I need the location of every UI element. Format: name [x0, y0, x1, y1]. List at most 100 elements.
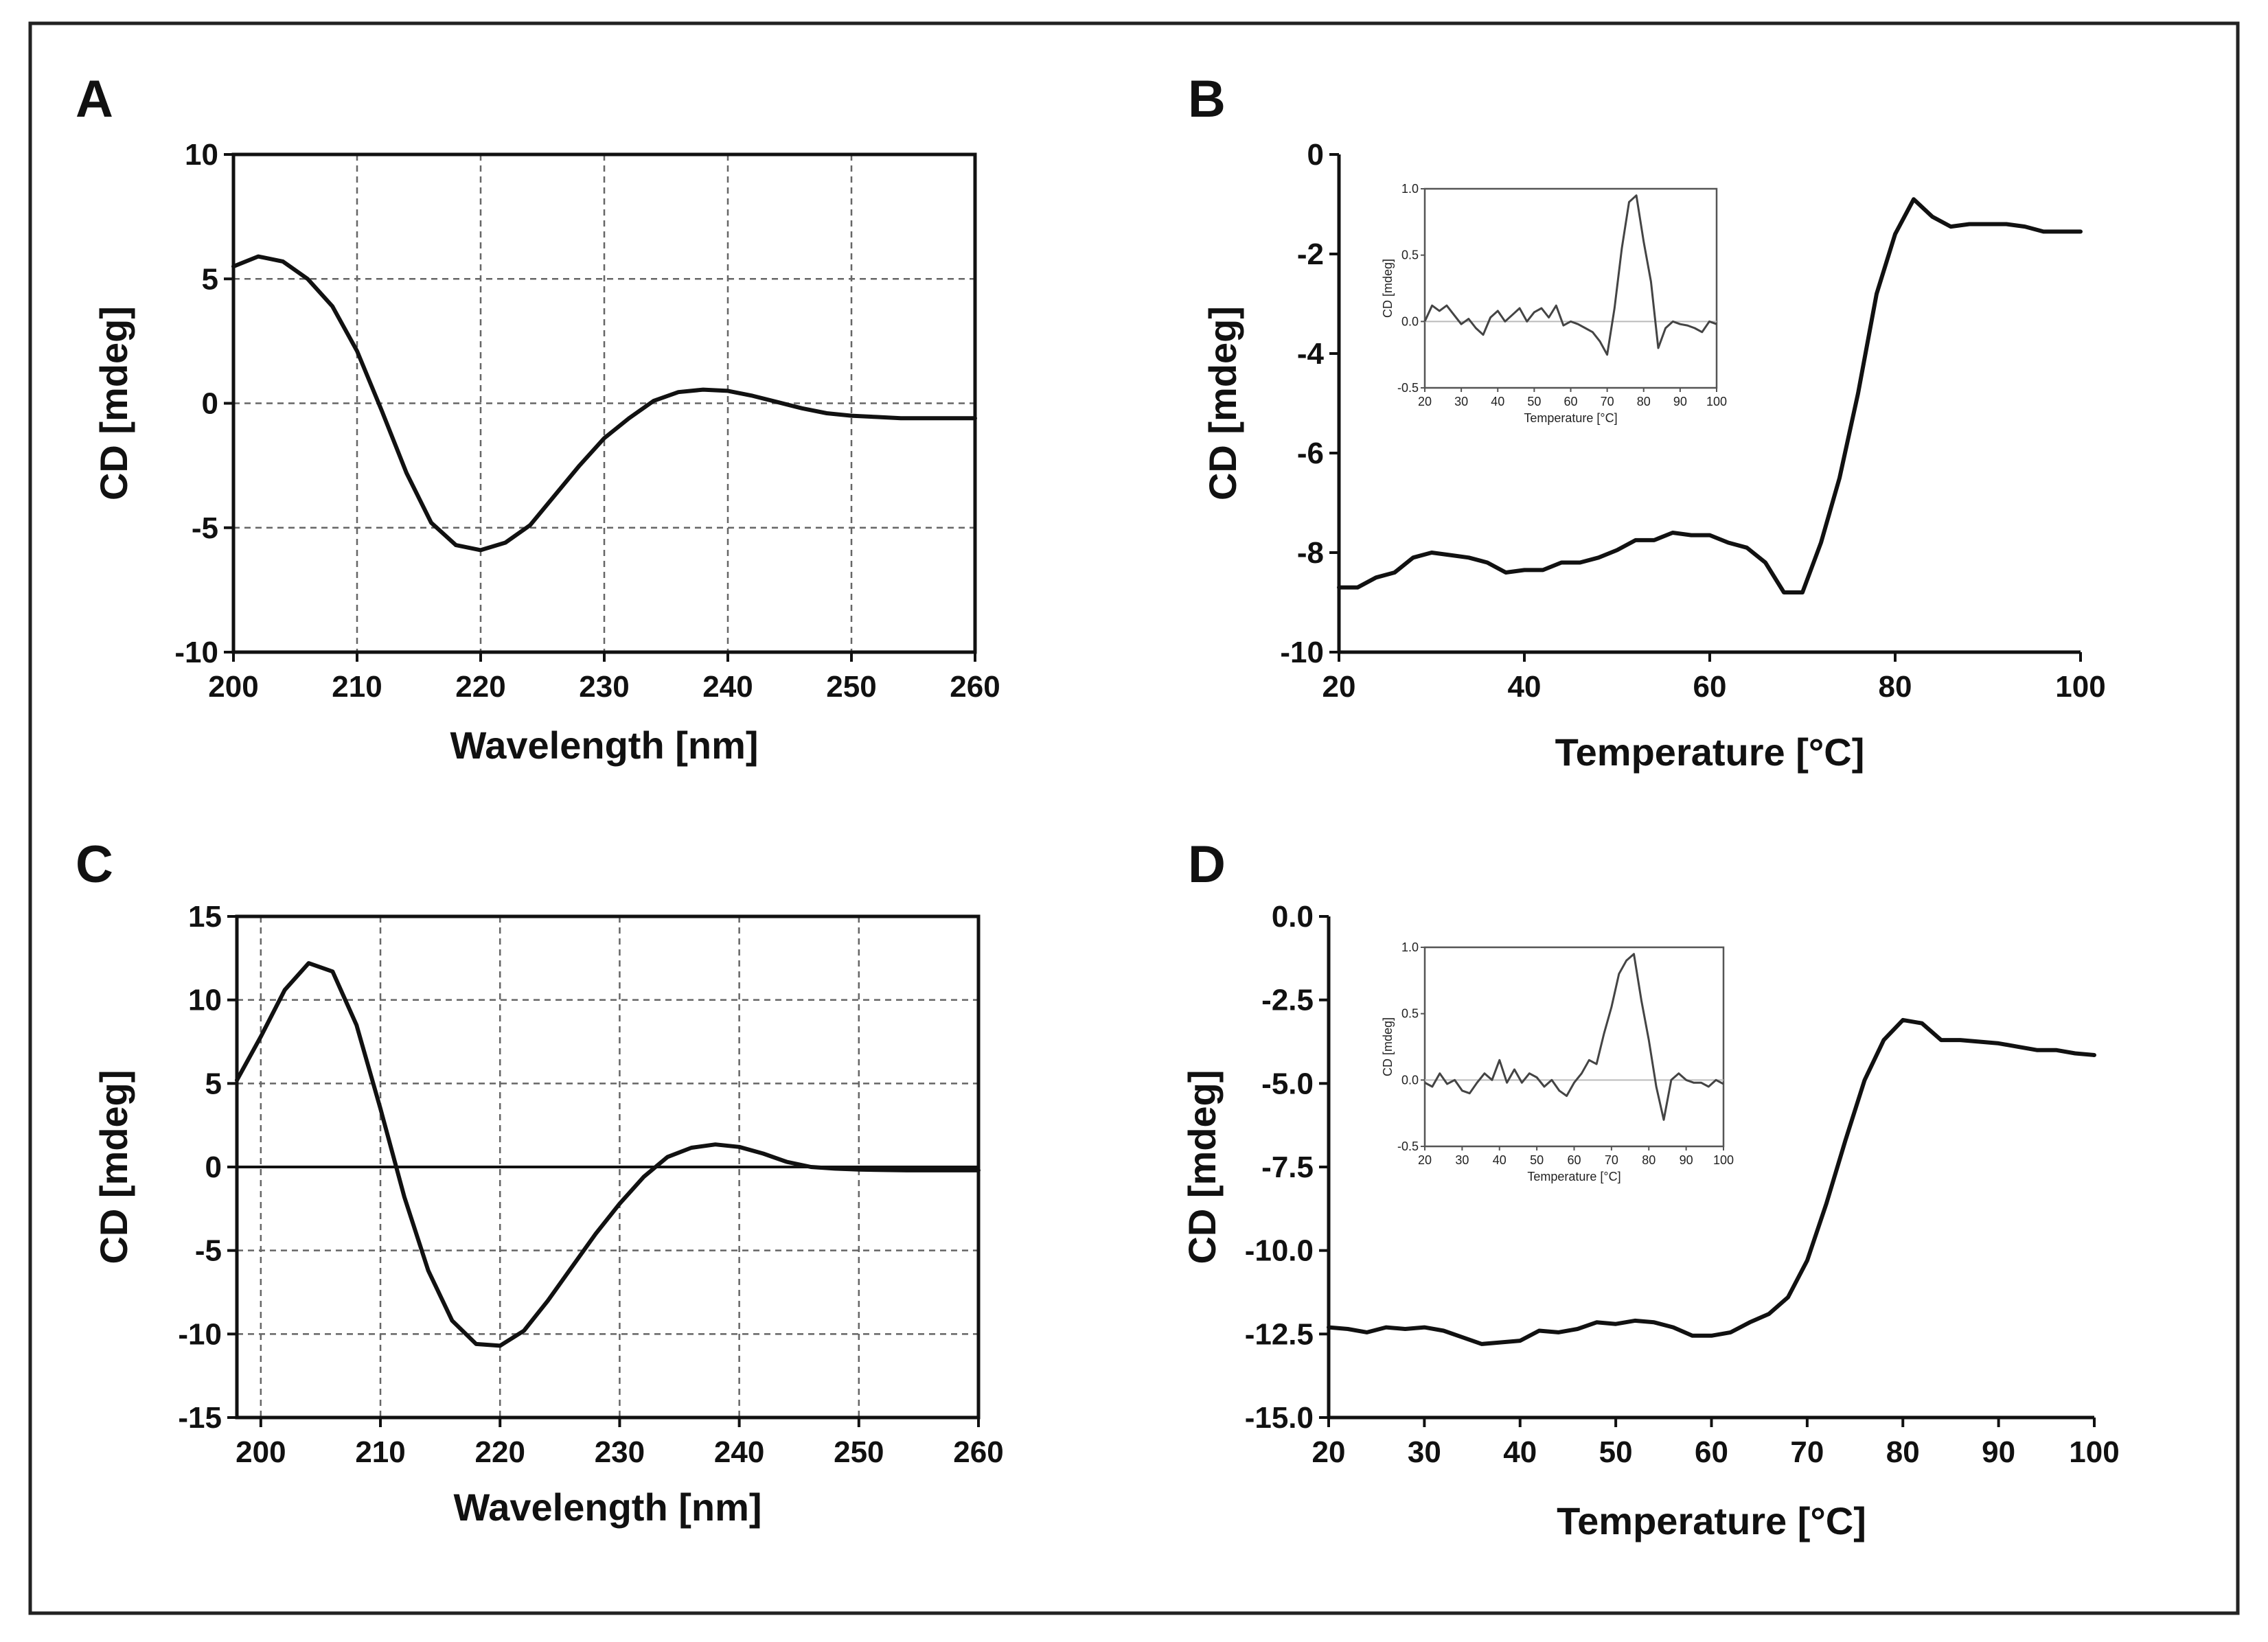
- panel-a-xtick-label-3: 230: [579, 670, 629, 704]
- panel-d-xtick-label-2: 40: [1503, 1435, 1537, 1469]
- panel-a-xtick-label-0: 200: [208, 670, 258, 704]
- panel-d-inset-xtick-label-6: 80: [1642, 1153, 1656, 1167]
- panel-b-y-axis-title: CD [mdeg]: [1201, 306, 1244, 500]
- panel-b-ytick-label-2: -6: [1297, 437, 1324, 470]
- panel-d-xtick-label-8: 100: [2069, 1435, 2119, 1469]
- panel-a-x-axis-title: Wavelength [nm]: [450, 724, 758, 767]
- panel-c-ytick-label-3: 0: [205, 1150, 222, 1184]
- panel-a-ytick-label-3: 5: [202, 262, 218, 296]
- panel-d-inset-series-line: [1424, 953, 1724, 1121]
- panel-b-inset-xtick-label-2: 40: [1491, 395, 1504, 408]
- panel-b-inset-xtick-label-3: 50: [1527, 395, 1541, 408]
- panel-d-xtick-label-1: 30: [1408, 1435, 1441, 1469]
- panel-d-inset-xtick-label-7: 90: [1680, 1153, 1693, 1167]
- panel-letter-d: D: [1188, 835, 1226, 894]
- panel-b-ytick-label-3: -4: [1297, 337, 1325, 371]
- panel-b-inset-xtick-label-5: 70: [1601, 395, 1614, 408]
- panel-d-ytick-label-1: -12.5: [1245, 1317, 1314, 1351]
- panel-d-inset-ytick-label-2: 0.5: [1401, 1007, 1419, 1021]
- panel-c-ytick-label-4: 5: [205, 1067, 222, 1100]
- panel-c-xtick-label-3: 230: [595, 1435, 645, 1469]
- panel-a-ytick-label-2: 0: [202, 387, 218, 421]
- panel-b-inset-xtick-label-1: 30: [1454, 395, 1468, 408]
- panel-c-xtick-label-1: 210: [355, 1435, 405, 1469]
- panel-b-inset-ytick-label-0: -0.5: [1397, 381, 1419, 395]
- panel-a-xtick-label-2: 220: [455, 670, 505, 704]
- panel-b-inset-ytick-label-1: 0.0: [1401, 314, 1419, 328]
- panel-a-xtick-label-1: 210: [332, 670, 382, 704]
- panel-d-inset-xtick-label-1: 30: [1455, 1153, 1469, 1167]
- panel-d-x-axis-title: Temperature [°C]: [1557, 1499, 1866, 1542]
- panel-d-ytick-label-6: 0.0: [1272, 900, 1314, 934]
- panel-c-ytick-label-5: 10: [188, 984, 222, 1017]
- panel-c-ytick-label-0: -15: [178, 1401, 222, 1435]
- panel-a-y-axis-title: CD [mdeg]: [92, 306, 135, 500]
- panel-a-xtick-label-6: 260: [950, 670, 1000, 704]
- panel-d-y-axis-title: CD [mdeg]: [1180, 1069, 1224, 1264]
- panel-d-inset-ytick-label-3: 1.0: [1401, 940, 1419, 954]
- panel-b-ytick-label-4: -2: [1297, 238, 1324, 271]
- panel-a-xtick-label-5: 250: [826, 670, 876, 704]
- panel-b-series-line: [1337, 197, 2083, 594]
- panel-c-series-line: [235, 961, 981, 1348]
- panel-b-xtick-label-2: 60: [1693, 670, 1727, 704]
- panel-b-xtick-label-4: 100: [2055, 670, 2105, 704]
- panel-c-xtick-label-6: 260: [953, 1435, 1003, 1469]
- panel-d-inset-ytick-label-0: -0.5: [1397, 1140, 1419, 1153]
- panel-d-ytick-label-2: -10.0: [1245, 1234, 1314, 1268]
- panel-b-xtick-label-0: 20: [1322, 670, 1356, 704]
- panel-d-xtick-label-4: 60: [1695, 1435, 1728, 1469]
- panel-c-ytick-label-2: -5: [195, 1234, 222, 1268]
- panel-letter-b: B: [1188, 70, 1226, 128]
- panel-d-inset-xtick-label-5: 70: [1605, 1153, 1618, 1167]
- panel-d-inset-x-axis-title: Temperature [°C]: [1527, 1170, 1620, 1183]
- panel-d-xtick-label-0: 20: [1312, 1435, 1346, 1469]
- grid-layer: [233, 154, 978, 1418]
- panel-b-inset-x-axis-title: Temperature [°C]: [1524, 411, 1617, 425]
- panel-b-x-axis-title: Temperature [°C]: [1555, 730, 1865, 774]
- panel-c-xtick-label-0: 200: [236, 1435, 286, 1469]
- panel-b-inset-ytick-label-3: 1.0: [1401, 182, 1419, 196]
- panel-b-inset-series-line: [1423, 194, 1717, 356]
- panel-b-ytick-label-1: -8: [1297, 536, 1324, 570]
- panel-a-ytick-label-0: -10: [174, 636, 218, 669]
- figure-border: [28, 21, 2240, 1615]
- panel-b-inset-xtick-label-0: 20: [1418, 395, 1432, 408]
- panel-b-xtick-label-1: 40: [1508, 670, 1542, 704]
- panel-a-ytick-label-1: -5: [192, 511, 218, 545]
- panel-letter-c: C: [76, 835, 113, 894]
- panel-d-inset-xtick-label-3: 50: [1530, 1153, 1544, 1167]
- panel-c-x-axis-title: Wavelength [nm]: [453, 1485, 761, 1529]
- panel-d-xtick-label-6: 80: [1886, 1435, 1920, 1469]
- panel-d-xtick-label-7: 90: [1982, 1435, 2015, 1469]
- panel-d-inset-xtick-label-2: 40: [1493, 1153, 1507, 1167]
- panel-b-inset-xtick-label-4: 60: [1563, 395, 1577, 408]
- panel-a-xtick-label-4: 240: [702, 670, 753, 704]
- panel-d-inset-frame: [1423, 946, 1725, 1148]
- panel-c-ytick-label-6: 15: [188, 900, 222, 934]
- panel-b-inset-ytick-label-2: 0.5: [1401, 248, 1419, 262]
- panel-b-ytick-label-5: 0: [1307, 138, 1324, 172]
- panel-a-series-line: [231, 254, 977, 553]
- panel-d-series-line: [1327, 1017, 2096, 1346]
- panel-d-inset-y-axis-title: CD [mdeg]: [1381, 1017, 1395, 1076]
- panel-b-xtick-label-3: 80: [1879, 670, 1912, 704]
- panel-b-inset-y-axis-title: CD [mdeg]: [1381, 259, 1395, 318]
- panel-letter-a: A: [76, 70, 113, 128]
- panel-a-ytick-label-4: 10: [185, 138, 218, 172]
- panel-b-inset-xtick-label-6: 80: [1637, 395, 1651, 408]
- panel-d-inset-xtick-label-4: 60: [1567, 1153, 1581, 1167]
- panel-b-inset-xtick-label-8: 100: [1706, 395, 1727, 408]
- panel-b-inset-frame: [1423, 187, 1718, 389]
- series-layer: [231, 197, 2096, 1348]
- panel-d-xtick-label-3: 50: [1599, 1435, 1633, 1469]
- panel-c-xtick-label-5: 250: [834, 1435, 884, 1469]
- panel-d-ytick-label-5: -2.5: [1261, 984, 1314, 1017]
- panel-d-xtick-label-5: 70: [1790, 1435, 1824, 1469]
- panel-b-inset-xtick-label-7: 90: [1673, 395, 1687, 408]
- panel-d-ytick-label-0: -15.0: [1245, 1401, 1314, 1435]
- panel-d-ytick-label-3: -7.5: [1261, 1150, 1314, 1184]
- panel-c-ytick-label-1: -10: [178, 1317, 222, 1351]
